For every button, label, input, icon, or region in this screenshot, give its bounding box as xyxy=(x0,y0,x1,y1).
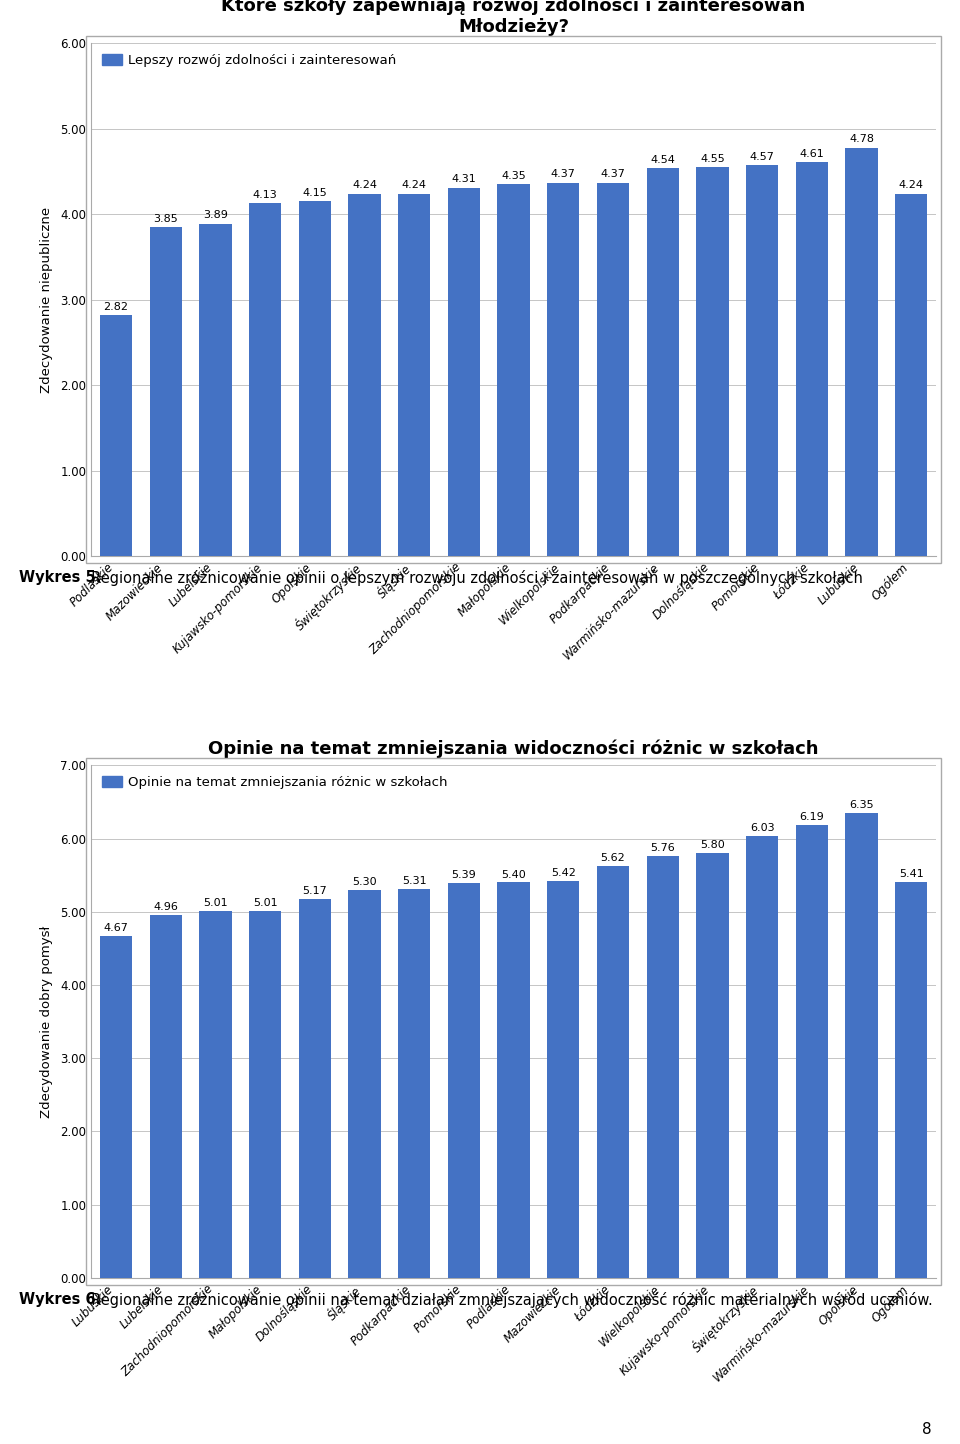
Text: 6.19: 6.19 xyxy=(800,812,824,822)
Text: 4.54: 4.54 xyxy=(650,155,675,165)
Text: 2.82: 2.82 xyxy=(104,302,129,312)
Text: 4.37: 4.37 xyxy=(601,169,625,179)
Bar xyxy=(497,185,530,556)
Text: 5.40: 5.40 xyxy=(501,869,526,879)
Bar xyxy=(497,882,530,1278)
Bar xyxy=(746,836,779,1278)
Text: 4.13: 4.13 xyxy=(252,189,277,199)
Text: 5.01: 5.01 xyxy=(252,898,277,908)
Bar xyxy=(249,911,281,1278)
Text: 4.57: 4.57 xyxy=(750,152,775,162)
Bar xyxy=(895,193,927,556)
Bar xyxy=(299,201,331,556)
Bar xyxy=(547,182,580,556)
Text: 5.76: 5.76 xyxy=(650,843,675,853)
Text: 4.61: 4.61 xyxy=(800,149,824,159)
Bar xyxy=(150,227,181,556)
Y-axis label: Zdecydowanie niepubliczne: Zdecydowanie niepubliczne xyxy=(40,206,54,393)
Text: 4.15: 4.15 xyxy=(302,188,327,198)
Text: 5.31: 5.31 xyxy=(402,877,426,887)
Bar xyxy=(150,914,181,1278)
Title: Opinie na temat zmniejszania widoczności różnic w szkołach: Opinie na temat zmniejszania widoczności… xyxy=(208,739,819,758)
Bar xyxy=(696,853,729,1278)
Bar xyxy=(696,168,729,556)
Text: Regionalne zróżnicowanie opinii na temat działań zmniejszających widoczność różn: Regionalne zróżnicowanie opinii na temat… xyxy=(82,1292,932,1308)
Bar xyxy=(348,890,381,1278)
Text: 5.39: 5.39 xyxy=(451,871,476,881)
Text: 4.37: 4.37 xyxy=(551,169,576,179)
Text: Regionalne zróżnicowanie opinii o lepszym rozwoju zdolności i zainteresowań w po: Regionalne zróżnicowanie opinii o lepszy… xyxy=(82,570,862,586)
Bar xyxy=(398,890,430,1278)
Bar xyxy=(249,204,281,556)
Text: 4.96: 4.96 xyxy=(154,902,179,911)
Text: 4.24: 4.24 xyxy=(401,180,426,191)
Text: 4.55: 4.55 xyxy=(700,153,725,163)
Text: 5.42: 5.42 xyxy=(551,868,576,878)
Text: 4.35: 4.35 xyxy=(501,170,526,180)
Bar xyxy=(200,224,231,556)
Legend: Lepszy rozwój zdolności i zainteresowań: Lepszy rozwój zdolności i zainteresowań xyxy=(98,51,400,71)
Bar xyxy=(299,900,331,1278)
Bar xyxy=(100,936,132,1278)
Bar xyxy=(100,315,132,556)
Text: 5.62: 5.62 xyxy=(601,853,625,864)
Text: 4.31: 4.31 xyxy=(451,175,476,185)
Text: 5.41: 5.41 xyxy=(899,869,924,879)
Bar xyxy=(746,166,779,556)
Bar xyxy=(895,882,927,1278)
Text: 8: 8 xyxy=(922,1422,931,1437)
Bar xyxy=(646,168,679,556)
Bar xyxy=(200,911,231,1278)
Bar xyxy=(547,881,580,1278)
Bar xyxy=(597,866,629,1278)
Text: 5.01: 5.01 xyxy=(204,898,228,908)
Y-axis label: Zdecydowanie dobry pomysł: Zdecydowanie dobry pomysł xyxy=(40,926,54,1118)
Text: 3.85: 3.85 xyxy=(154,214,179,224)
Text: 5.80: 5.80 xyxy=(700,840,725,851)
Text: 6.35: 6.35 xyxy=(850,800,874,810)
Text: 5.17: 5.17 xyxy=(302,887,327,897)
Text: 4.78: 4.78 xyxy=(849,134,874,144)
Text: 4.24: 4.24 xyxy=(899,180,924,191)
Title: Które szkoły zapewniają rozwój zdolności i zainteresowań
Młodzieży?: Które szkoły zapewniają rozwój zdolności… xyxy=(222,0,805,36)
Bar xyxy=(846,813,877,1278)
Bar xyxy=(597,182,629,556)
Text: 5.30: 5.30 xyxy=(352,877,377,887)
Bar xyxy=(796,162,828,556)
Bar xyxy=(447,188,480,556)
Bar xyxy=(447,884,480,1278)
Bar xyxy=(796,825,828,1278)
Text: 3.89: 3.89 xyxy=(203,211,228,219)
Text: 4.24: 4.24 xyxy=(352,180,377,191)
Text: Wykres 5.: Wykres 5. xyxy=(19,570,102,585)
Text: 4.67: 4.67 xyxy=(104,923,129,933)
Legend: Opinie na temat zmniejszania różnic w szkołach: Opinie na temat zmniejszania różnic w sz… xyxy=(98,773,451,793)
Bar xyxy=(846,147,877,556)
Bar xyxy=(646,856,679,1278)
Text: Wykres 6.: Wykres 6. xyxy=(19,1292,102,1307)
Text: 6.03: 6.03 xyxy=(750,823,775,833)
Bar xyxy=(398,193,430,556)
Bar xyxy=(348,193,381,556)
